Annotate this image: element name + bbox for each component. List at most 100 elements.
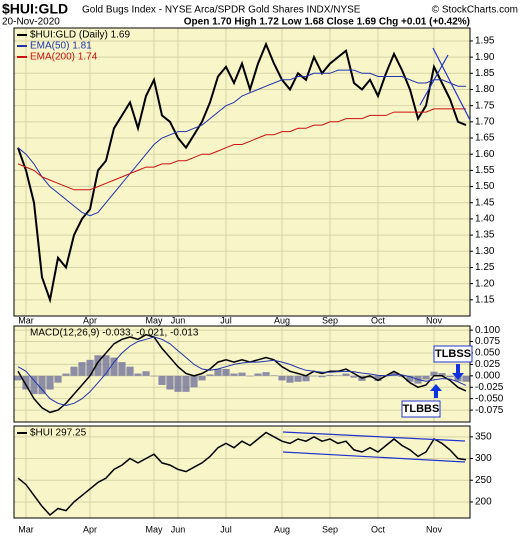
series-line xyxy=(17,336,467,407)
y-tick-label: 350 xyxy=(475,431,492,442)
y-tick-label: 1.25 xyxy=(475,262,495,273)
y-tick-label: 1.50 xyxy=(475,181,495,192)
annotation-box xyxy=(401,400,441,418)
trend-line xyxy=(432,47,471,121)
histogram-bar xyxy=(142,371,150,376)
date: 20-Nov-2020 xyxy=(2,17,60,28)
histogram-bar xyxy=(150,375,158,377)
x-tick-label: Oct xyxy=(371,524,386,534)
y-tick-label: 1.75 xyxy=(475,100,495,111)
y-tick-label: 1.35 xyxy=(475,230,495,241)
y-tick-label: -0.025 xyxy=(475,382,504,393)
x-tick-label: Nov xyxy=(426,524,443,534)
histogram-bar xyxy=(278,375,286,381)
panel-border xyxy=(13,425,471,519)
histogram-bar xyxy=(118,362,126,376)
x-tick-label: Jun xyxy=(171,524,186,534)
histogram-bar xyxy=(206,374,214,376)
y-tick-label: 1.70 xyxy=(475,116,495,127)
histogram-bar xyxy=(318,375,326,378)
y-tick-label: 1.55 xyxy=(475,165,495,176)
x-tick-label: Oct xyxy=(371,315,386,325)
x-tick-label: Aug xyxy=(274,524,290,534)
histogram-bar xyxy=(286,375,294,383)
trend-line xyxy=(282,451,466,463)
histogram-bar xyxy=(30,375,38,395)
chart-subtitle: Gold Bugs Index - NYSE Arca/SPDR Gold Sh… xyxy=(82,5,361,16)
series-line xyxy=(17,69,466,217)
histogram-bar xyxy=(214,368,222,376)
annotation: TLBBS xyxy=(403,403,440,415)
histogram-bar xyxy=(350,375,358,378)
trend-line xyxy=(419,54,449,106)
annotation: TLBSS xyxy=(435,348,471,360)
histogram-bar xyxy=(230,373,238,376)
y-tick-label: -0.075 xyxy=(475,405,504,416)
histogram-bar xyxy=(406,375,414,382)
x-tick-label: Mar xyxy=(18,315,34,325)
y-tick-label: 200 xyxy=(475,497,492,508)
histogram-bar xyxy=(262,372,270,376)
trend-line xyxy=(282,431,466,442)
y-tick-label: 1.85 xyxy=(475,68,495,79)
x-tick-label: May xyxy=(145,315,163,325)
y-tick-label: 1.80 xyxy=(475,84,495,95)
annotation-arrowhead xyxy=(430,384,442,391)
x-tick-label: Sep xyxy=(322,524,338,534)
histogram-bar xyxy=(254,373,262,376)
histogram-bar xyxy=(238,372,246,376)
histogram-bar xyxy=(38,375,46,395)
y-tick-label: 250 xyxy=(475,475,492,486)
histogram-bar xyxy=(174,375,182,392)
legend-label: MACD(12,26,9) -0.033, -0.021, -0.013 xyxy=(30,328,199,339)
histogram-bar xyxy=(134,373,142,376)
y-tick-label: 0.050 xyxy=(475,348,500,359)
y-tick-label: 0.025 xyxy=(475,359,500,370)
y-tick-label: 1.60 xyxy=(475,149,495,160)
annotation-box xyxy=(433,345,473,363)
x-tick-label: Jul xyxy=(220,315,232,325)
histogram-bar xyxy=(190,375,198,388)
x-tick-label: Jul xyxy=(220,524,232,534)
series-line xyxy=(17,41,467,304)
y-tick-label: 1.95 xyxy=(475,36,495,47)
quote: Open 1.70 High 1.72 Low 1.68 Close 1.69 … xyxy=(184,17,470,28)
histogram-bar xyxy=(70,366,78,376)
annotation-arrowhead xyxy=(452,373,464,380)
legend-label: $HUI 297.25 xyxy=(30,428,87,439)
x-tick-label: Apr xyxy=(83,524,97,534)
y-tick-label: -0.050 xyxy=(475,393,504,404)
histogram-bar xyxy=(222,368,230,376)
x-tick-label: Nov xyxy=(426,315,443,325)
series-line xyxy=(17,108,466,191)
y-tick-label: 1.20 xyxy=(475,278,495,289)
x-tick-label: Jun xyxy=(171,315,186,325)
y-tick-label: 1.90 xyxy=(475,52,495,63)
histogram-bar xyxy=(390,372,398,376)
histogram-bar xyxy=(310,375,318,377)
histogram-bar xyxy=(294,375,302,382)
panel-border xyxy=(13,27,471,317)
legend-label: EMA(50) 1.81 xyxy=(30,41,92,52)
histogram-bar xyxy=(78,362,86,376)
histogram-bar xyxy=(126,366,134,376)
x-tick-label: Mar xyxy=(18,524,34,534)
x-tick-label: Sep xyxy=(322,315,338,325)
histogram-bar xyxy=(462,375,470,382)
legend-label: EMA(200) 1.74 xyxy=(30,52,98,63)
histogram-bar xyxy=(342,373,350,376)
y-tick-label: 0.000 xyxy=(475,370,500,381)
x-tick-label: Aug xyxy=(274,315,290,325)
series-line xyxy=(17,333,467,414)
histogram-bar xyxy=(22,375,30,390)
histogram-bar xyxy=(110,357,118,376)
histogram-bar xyxy=(326,374,334,376)
histogram-bar xyxy=(438,373,446,376)
y-tick-label: 0.100 xyxy=(475,325,500,336)
histogram-bar xyxy=(334,375,342,376)
x-tick-label: Apr xyxy=(83,315,97,325)
series-line xyxy=(17,431,467,517)
histogram-bar xyxy=(302,375,310,382)
y-tick-label: 1.15 xyxy=(475,294,495,305)
